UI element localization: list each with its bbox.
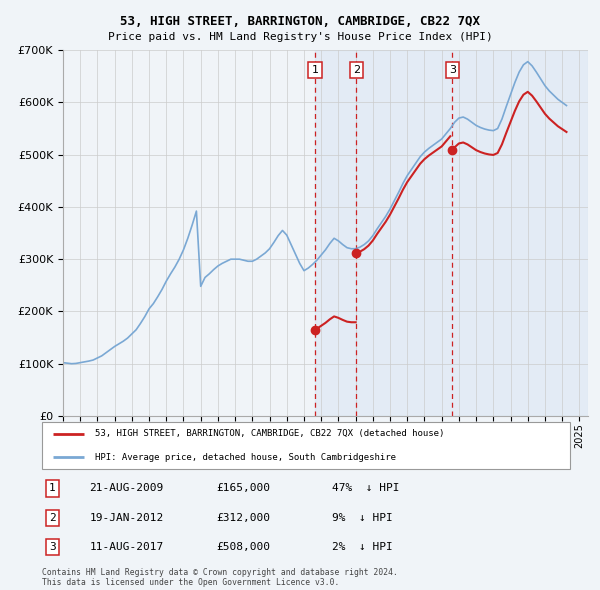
Text: £312,000: £312,000 <box>216 513 270 523</box>
Text: This data is licensed under the Open Government Licence v3.0.: This data is licensed under the Open Gov… <box>42 578 340 587</box>
Text: HPI: Average price, detached house, South Cambridgeshire: HPI: Average price, detached house, Sout… <box>95 453 396 462</box>
Text: 21-AUG-2009: 21-AUG-2009 <box>89 483 164 493</box>
Text: £165,000: £165,000 <box>216 483 270 493</box>
Text: 2%  ↓ HPI: 2% ↓ HPI <box>332 542 393 552</box>
Text: 9%  ↓ HPI: 9% ↓ HPI <box>332 513 393 523</box>
FancyBboxPatch shape <box>42 422 570 469</box>
Text: 1: 1 <box>311 65 319 75</box>
Text: 3: 3 <box>49 542 56 552</box>
Text: 1: 1 <box>49 483 56 493</box>
Text: 47%  ↓ HPI: 47% ↓ HPI <box>332 483 400 493</box>
Text: £508,000: £508,000 <box>216 542 270 552</box>
Text: 2: 2 <box>353 65 360 75</box>
Text: Price paid vs. HM Land Registry's House Price Index (HPI): Price paid vs. HM Land Registry's House … <box>107 32 493 42</box>
Text: 19-JAN-2012: 19-JAN-2012 <box>89 513 164 523</box>
Text: Contains HM Land Registry data © Crown copyright and database right 2024.: Contains HM Land Registry data © Crown c… <box>42 568 398 576</box>
Bar <box>315 50 588 416</box>
Text: 11-AUG-2017: 11-AUG-2017 <box>89 542 164 552</box>
Text: 3: 3 <box>449 65 455 75</box>
Text: 53, HIGH STREET, BARRINGTON, CAMBRIDGE, CB22 7QX: 53, HIGH STREET, BARRINGTON, CAMBRIDGE, … <box>120 15 480 28</box>
Text: 2: 2 <box>49 513 56 523</box>
Text: 53, HIGH STREET, BARRINGTON, CAMBRIDGE, CB22 7QX (detached house): 53, HIGH STREET, BARRINGTON, CAMBRIDGE, … <box>95 429 444 438</box>
